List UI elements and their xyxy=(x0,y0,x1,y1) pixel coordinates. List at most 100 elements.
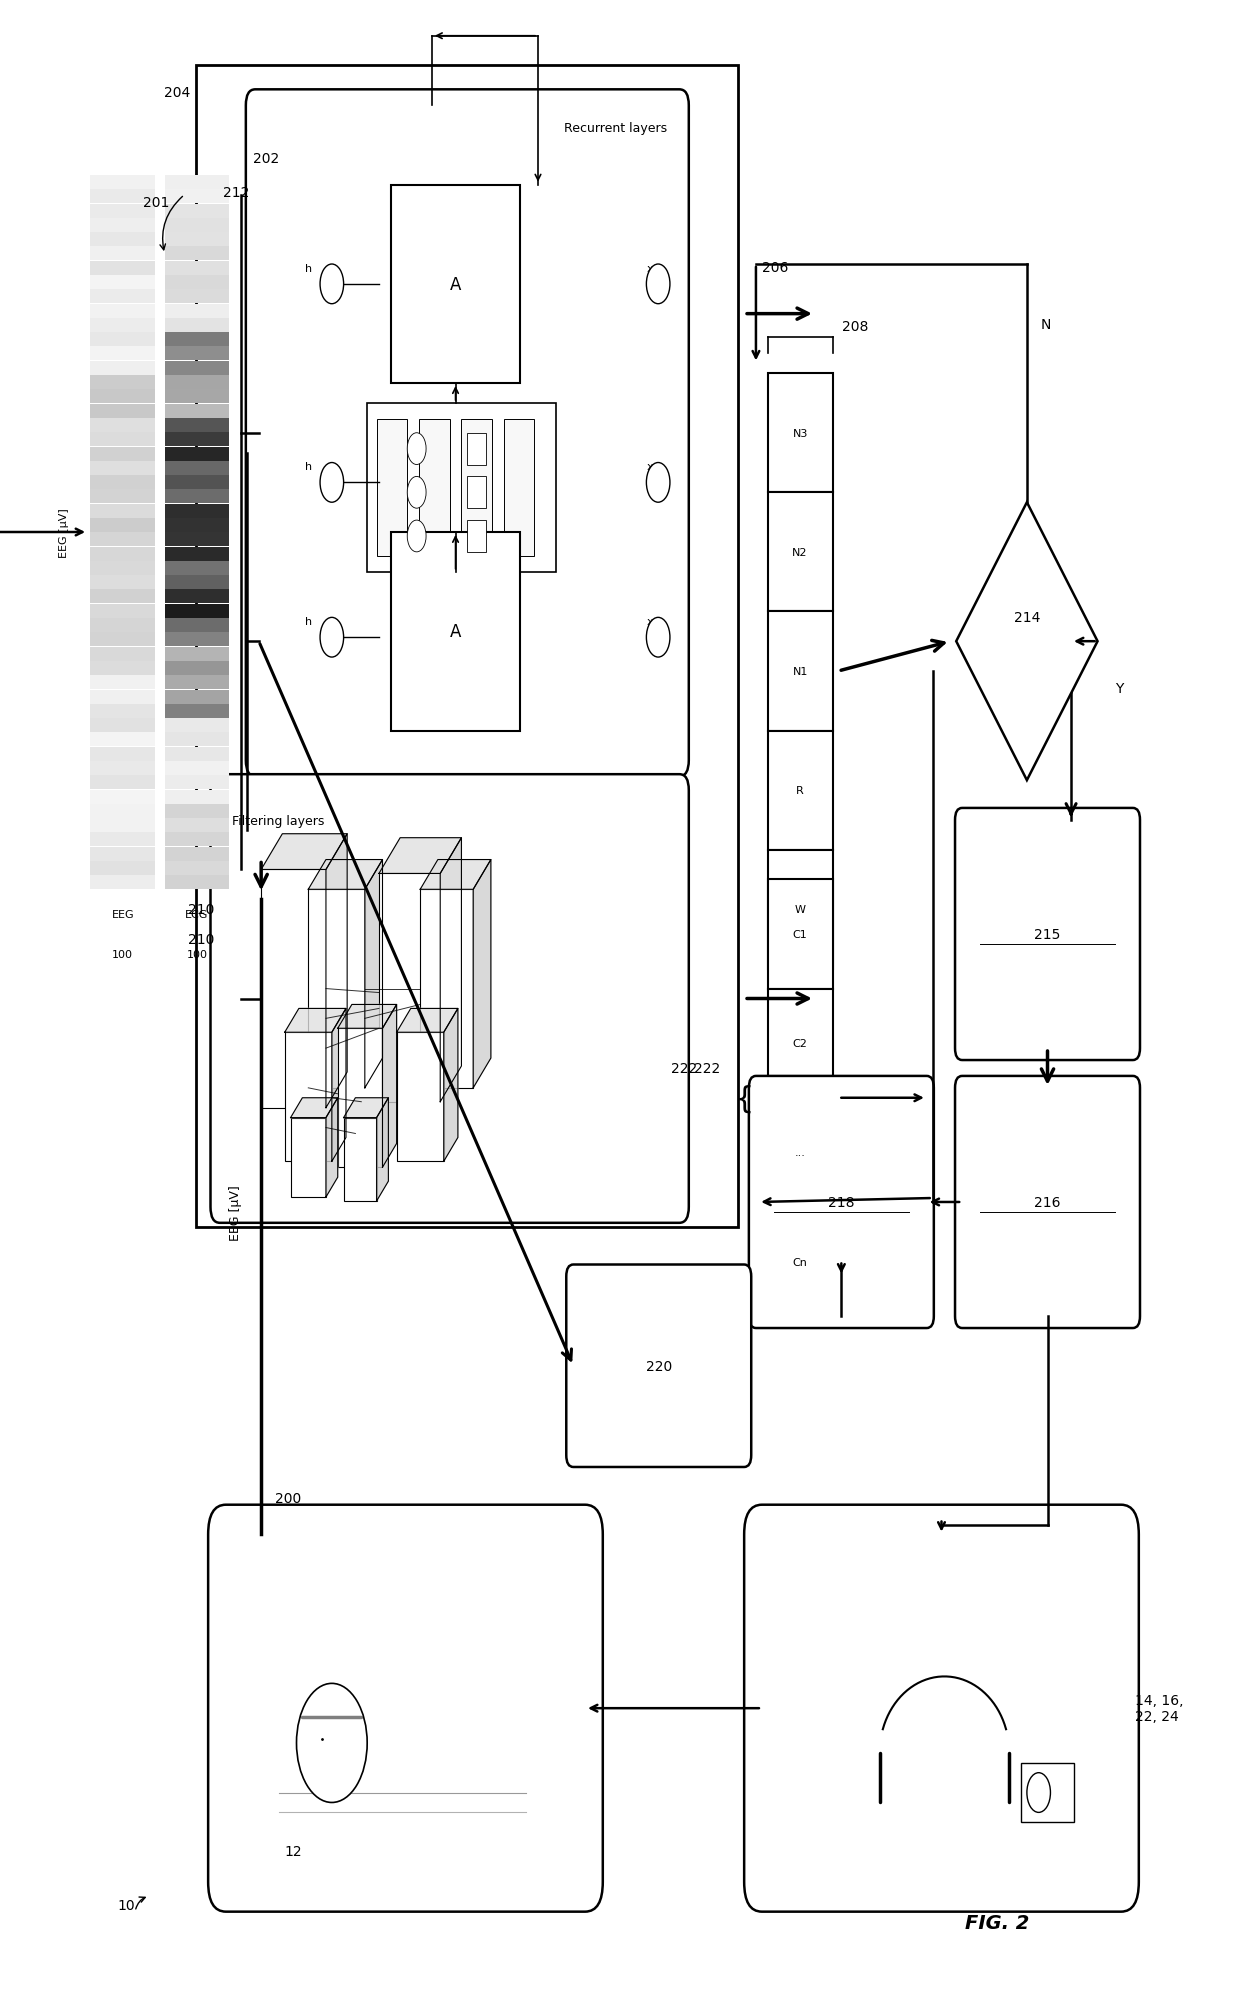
Text: x: x xyxy=(646,264,653,274)
Bar xyxy=(467,434,486,466)
Circle shape xyxy=(407,434,427,466)
Text: 222: 222 xyxy=(694,1061,720,1075)
Circle shape xyxy=(296,1684,367,1802)
Bar xyxy=(91,533,155,547)
Bar xyxy=(165,589,229,603)
Polygon shape xyxy=(326,1099,337,1197)
Polygon shape xyxy=(420,859,491,889)
Text: ...: ... xyxy=(795,1147,806,1157)
Text: EEG: EEG xyxy=(112,909,134,919)
Text: 100: 100 xyxy=(186,949,207,959)
Text: 10: 10 xyxy=(118,1898,135,1912)
Bar xyxy=(91,519,155,533)
Text: 12: 12 xyxy=(285,1844,303,1858)
FancyBboxPatch shape xyxy=(955,1077,1140,1329)
Circle shape xyxy=(320,464,343,503)
Text: EEG [μV]: EEG [μV] xyxy=(60,507,69,557)
Bar xyxy=(91,362,155,376)
Text: R: R xyxy=(796,785,804,795)
Bar xyxy=(91,334,155,348)
Bar xyxy=(91,476,155,490)
Bar xyxy=(91,819,155,833)
Bar xyxy=(91,262,155,276)
Bar xyxy=(165,533,229,547)
Text: 200: 200 xyxy=(275,1491,301,1504)
Text: N2: N2 xyxy=(792,547,808,557)
Polygon shape xyxy=(440,839,461,1103)
Bar xyxy=(397,1033,444,1161)
Bar xyxy=(165,789,229,803)
Bar xyxy=(165,605,229,619)
Bar xyxy=(91,204,155,218)
Text: Cn: Cn xyxy=(792,1257,807,1267)
Bar xyxy=(165,476,229,490)
Bar xyxy=(165,575,229,589)
Bar xyxy=(165,875,229,889)
Text: A: A xyxy=(450,623,461,641)
Bar xyxy=(165,847,229,861)
Bar xyxy=(165,689,229,703)
Bar xyxy=(91,503,155,517)
Bar xyxy=(91,747,155,761)
Bar xyxy=(91,376,155,390)
Polygon shape xyxy=(382,1005,397,1167)
Text: N3: N3 xyxy=(792,428,807,438)
Text: 100: 100 xyxy=(113,949,133,959)
Bar xyxy=(165,733,229,747)
Polygon shape xyxy=(343,1099,388,1119)
Bar xyxy=(91,176,155,190)
Bar xyxy=(165,420,229,434)
Bar xyxy=(91,619,155,633)
FancyBboxPatch shape xyxy=(749,1077,934,1329)
Text: 222: 222 xyxy=(671,1061,697,1075)
Text: N: N xyxy=(1042,318,1052,332)
Bar xyxy=(165,519,229,533)
Bar xyxy=(768,374,832,494)
Bar xyxy=(309,889,365,1089)
Bar xyxy=(165,204,229,218)
Text: W: W xyxy=(795,905,806,915)
Bar xyxy=(91,875,155,889)
Bar xyxy=(165,334,229,348)
Bar xyxy=(165,448,229,462)
Bar xyxy=(91,705,155,719)
Bar xyxy=(91,605,155,619)
Bar xyxy=(91,462,155,476)
Bar xyxy=(91,733,155,747)
Bar xyxy=(467,478,486,509)
Bar xyxy=(165,304,229,318)
Text: 202: 202 xyxy=(253,152,279,166)
Bar xyxy=(290,1119,326,1197)
Bar xyxy=(367,404,556,571)
Text: N1: N1 xyxy=(792,667,807,677)
Bar xyxy=(91,789,155,803)
Bar xyxy=(391,533,521,731)
Bar xyxy=(91,434,155,448)
Bar xyxy=(165,503,229,517)
Polygon shape xyxy=(326,835,347,1109)
Circle shape xyxy=(646,617,670,657)
Text: C1: C1 xyxy=(792,929,807,939)
Bar xyxy=(165,861,229,875)
Bar xyxy=(768,879,832,989)
Bar xyxy=(91,719,155,733)
Text: 212: 212 xyxy=(223,186,249,200)
Bar xyxy=(768,494,832,611)
Bar xyxy=(165,276,229,290)
Bar xyxy=(461,420,492,557)
Text: 216: 216 xyxy=(1034,1195,1060,1209)
Bar xyxy=(91,689,155,703)
Bar xyxy=(165,819,229,833)
Bar xyxy=(91,547,155,561)
Bar xyxy=(165,376,229,390)
FancyBboxPatch shape xyxy=(208,1504,603,1912)
Bar xyxy=(91,304,155,318)
Bar xyxy=(91,761,155,775)
Bar xyxy=(379,873,440,1103)
Polygon shape xyxy=(379,839,461,873)
Bar xyxy=(165,320,229,334)
Bar xyxy=(165,290,229,304)
Bar xyxy=(262,869,326,1109)
Bar xyxy=(91,390,155,404)
Polygon shape xyxy=(956,503,1097,781)
